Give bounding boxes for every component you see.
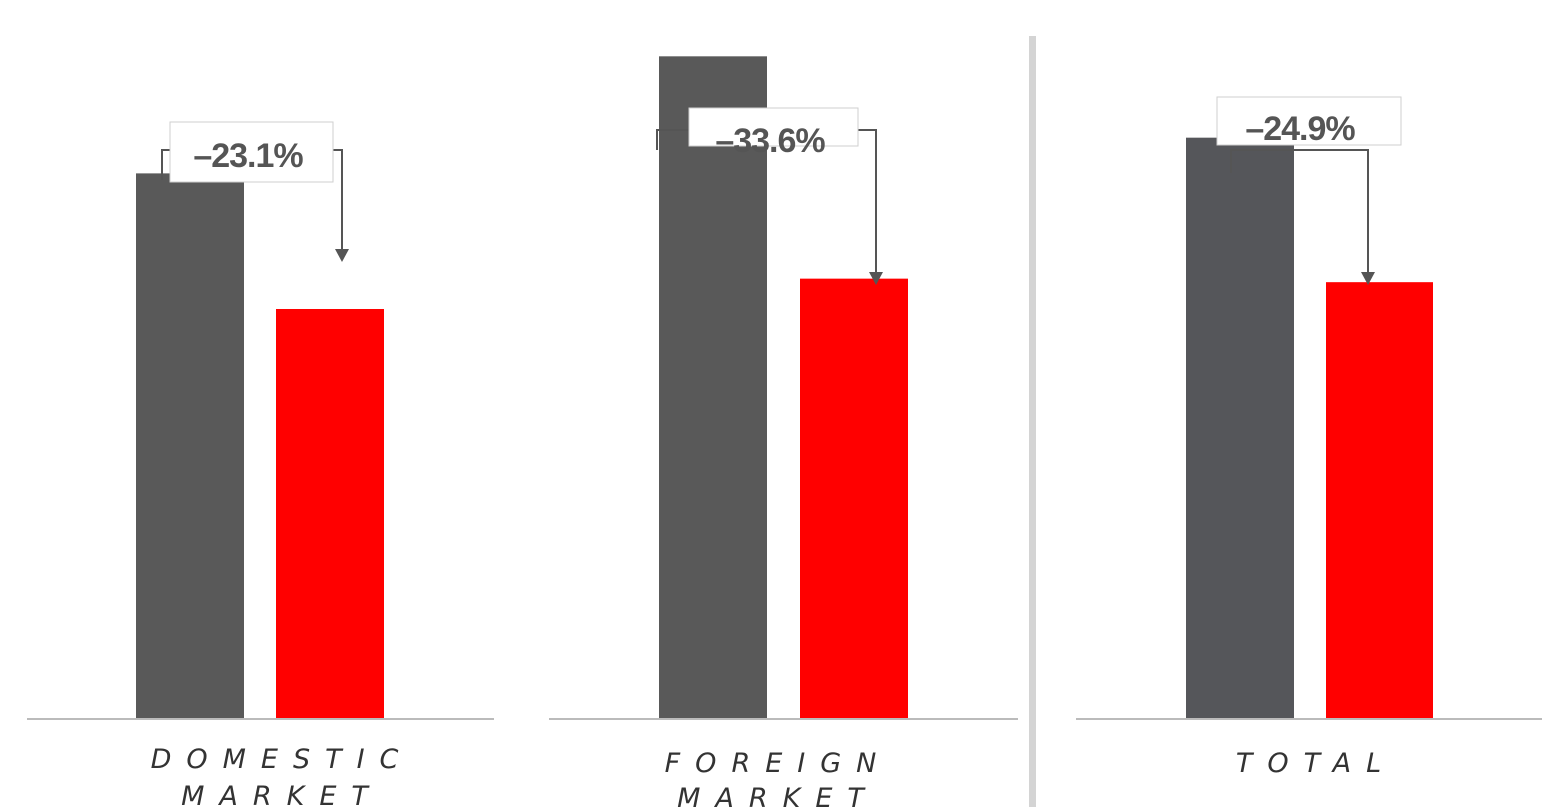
arrow-down-icon bbox=[869, 272, 883, 285]
panel-divider bbox=[1029, 36, 1036, 807]
change-label: –33.6% bbox=[715, 122, 825, 160]
bar-current bbox=[1326, 282, 1433, 718]
change-bracket bbox=[1230, 149, 1369, 273]
bar-current bbox=[800, 278, 908, 718]
bar-previous bbox=[136, 173, 244, 718]
change-label: –24.9% bbox=[1245, 110, 1355, 148]
change-label-box bbox=[169, 121, 334, 183]
category-label: FOREIGN bbox=[665, 748, 892, 779]
arrow-down-icon bbox=[1361, 272, 1375, 285]
chart-foreign: –33.6% FOREIGN MARKET bbox=[549, 56, 1018, 807]
arrow-down-icon bbox=[335, 249, 349, 262]
bar-current bbox=[276, 308, 384, 718]
change-label-box bbox=[1216, 96, 1402, 146]
change-label-box bbox=[688, 107, 859, 147]
category-label: DOMESTIC bbox=[151, 744, 414, 775]
category-label: TOTAL bbox=[1236, 748, 1396, 779]
chart-total: –24.9% TOTAL bbox=[1076, 96, 1542, 779]
change-label: –23.1% bbox=[193, 137, 303, 175]
bar-previous bbox=[1186, 137, 1294, 719]
category-label: MARKET bbox=[677, 783, 879, 807]
category-label: MARKET bbox=[181, 781, 383, 807]
bar-previous bbox=[659, 56, 767, 719]
chart-domestic: –23.1% DOMESTIC MARKET bbox=[27, 121, 494, 807]
